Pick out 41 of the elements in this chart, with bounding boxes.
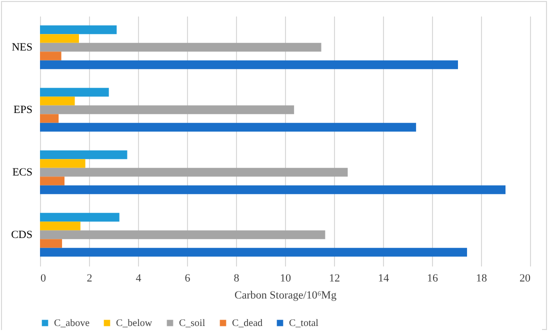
x-tick-label: 12 [329,272,340,284]
x-tick-label: 2 [86,272,92,284]
y-tick-label: NES [12,41,32,54]
legend-label: C_dead [232,318,263,329]
bar [40,176,64,186]
bar [40,212,120,222]
bar [40,34,79,43]
bar [40,88,109,97]
bar [40,150,128,160]
legend-label: C_soil [179,318,206,329]
legend-label: C_above [54,318,90,329]
bar [40,60,458,70]
x-tick-label: 0 [40,272,46,284]
bar [40,122,416,132]
bar [40,239,62,248]
x-tick-label: 4 [136,272,142,284]
legend-label: C_below [116,318,153,329]
x-tick-label: 10 [280,272,292,284]
x-tick-label: 14 [378,272,390,284]
x-tick-label: 20 [520,272,531,284]
x-tick-label: 18 [476,272,488,284]
y-tick-label: EPS [14,104,32,116]
bar [40,25,117,34]
bar [40,222,80,230]
x-tick-label: 16 [427,272,438,284]
y-tick-label: CDS [11,228,32,241]
x-axis-title: Carbon Storage/10⁶Mg [234,290,337,302]
bar [40,42,322,52]
x-tick-label: 8 [234,272,240,284]
x-tick-label: 6 [184,272,191,284]
bar [40,105,294,114]
bar [40,52,62,60]
bar [40,159,86,168]
bar [40,185,506,194]
bar [40,248,468,257]
bar [40,168,348,177]
y-tick-label: ECS [12,166,32,178]
bar [40,96,75,106]
bar [40,230,326,240]
bar [40,114,59,123]
legend-label: C_total [289,318,319,329]
